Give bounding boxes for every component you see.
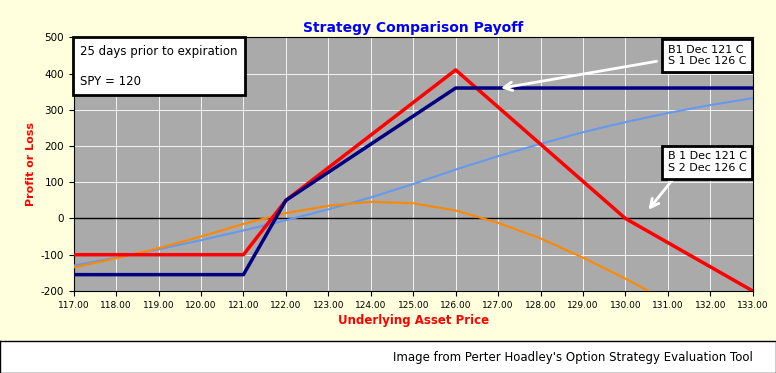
Text: Image from Perter Hoadley's Option Strategy Evaluation Tool: Image from Perter Hoadley's Option Strat…: [393, 351, 753, 364]
Text: B1 Dec 121 C
S 1 Dec 126 C: B1 Dec 121 C S 1 Dec 126 C: [668, 44, 747, 66]
Title: Strategy Comparison Payoff: Strategy Comparison Payoff: [303, 21, 523, 35]
Text: B 1 Dec 121 C
S 2 Dec 126 C: B 1 Dec 121 C S 2 Dec 126 C: [668, 151, 747, 173]
Y-axis label: Profit or Loss: Profit or Loss: [26, 122, 36, 206]
Text: 25 days prior to expiration

SPY = 120: 25 days prior to expiration SPY = 120: [80, 44, 237, 88]
X-axis label: Underlying Asset Price: Underlying Asset Price: [338, 314, 489, 327]
